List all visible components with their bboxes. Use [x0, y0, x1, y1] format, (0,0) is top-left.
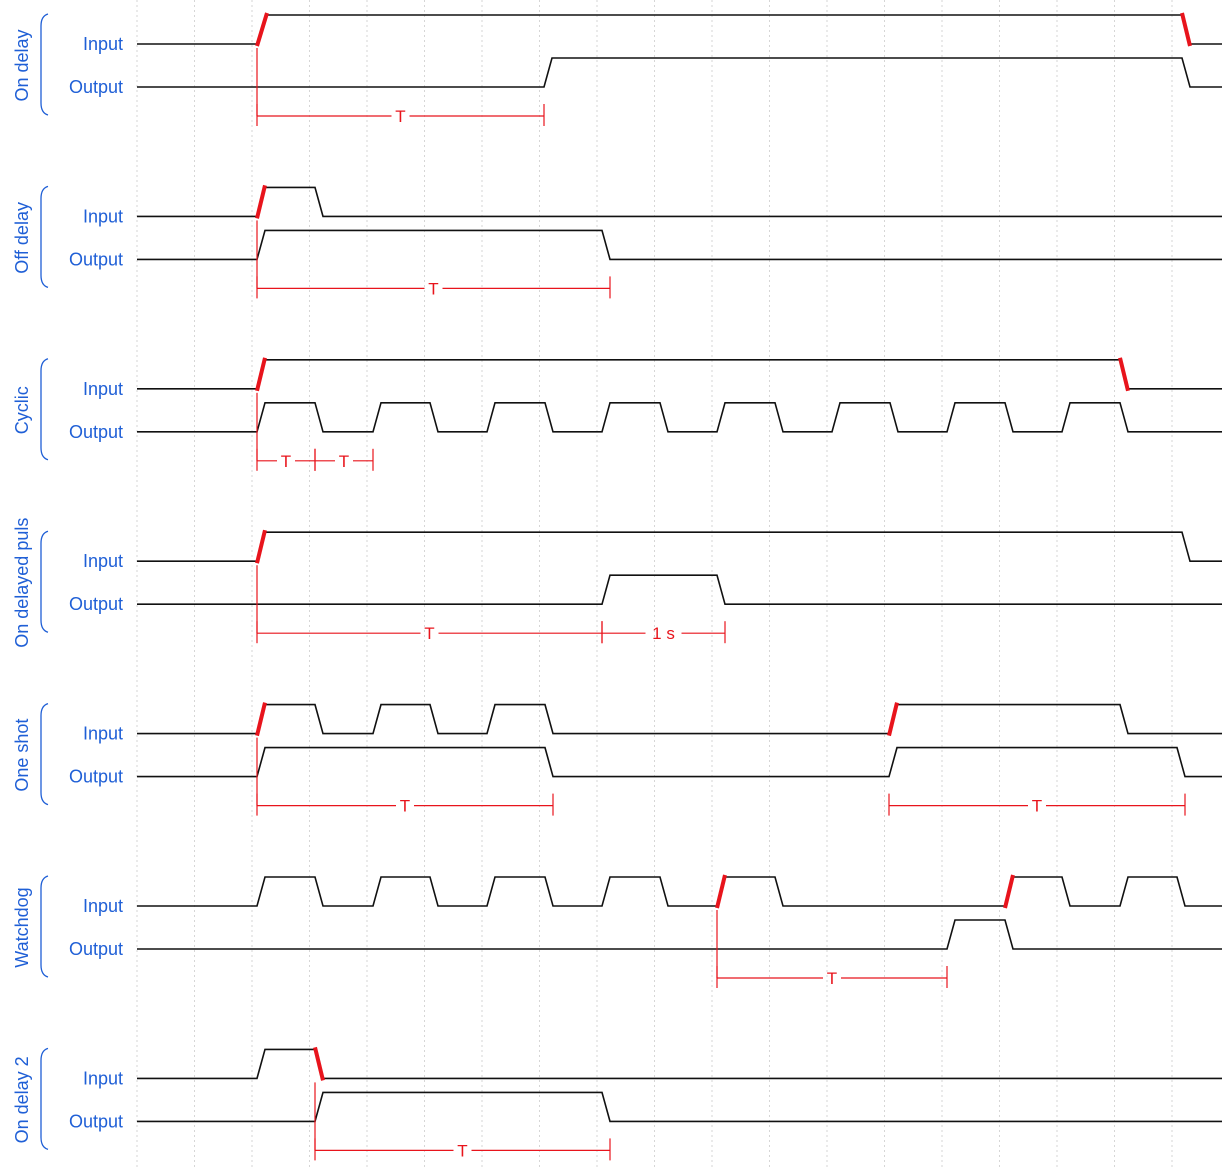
input-label: Input: [83, 724, 123, 744]
input-label: Input: [83, 379, 123, 399]
trigger-edge: [1118, 357, 1130, 392]
dimension-label: T: [424, 624, 434, 643]
mode-name: Watchdog: [12, 887, 32, 967]
trigger-edge: [255, 357, 267, 392]
output-label: Output: [69, 77, 123, 97]
bracket-icon: [40, 530, 49, 633]
dimension-label: T: [1032, 797, 1042, 816]
output-label: Output: [69, 594, 123, 614]
mode-panel: One shot Input Output T T: [12, 702, 1222, 816]
time-dimension: T: [256, 448, 316, 471]
mode-name: Off delay: [12, 202, 32, 274]
time-dimension: T: [256, 621, 603, 644]
mode-name: On delay 2: [12, 1056, 32, 1143]
output-waveform: [137, 574, 1222, 606]
bracket-icon: [40, 875, 49, 978]
time-dimension: T: [256, 104, 545, 126]
output-waveform: [137, 57, 1222, 88]
mode-name: One shot: [12, 719, 32, 792]
bracket-icon: [40, 358, 49, 461]
output-waveform: [137, 919, 1222, 950]
mode-panel: Cyclic Input Output T T: [12, 357, 1222, 471]
time-dimension: T: [314, 1138, 611, 1161]
dimension-label: T: [395, 107, 405, 126]
time-dimension: T: [256, 793, 554, 816]
input-label: Input: [83, 34, 123, 54]
input-waveform: [137, 876, 1222, 907]
bracket-icon: [40, 702, 49, 806]
input-waveform: [137, 1048, 1222, 1080]
time-dimension: T: [314, 448, 374, 471]
output-label: Output: [69, 249, 123, 269]
dimension-label: 1 s: [652, 624, 675, 643]
input-label: Input: [83, 551, 123, 571]
trigger-edge: [887, 702, 899, 737]
output-waveform: [137, 401, 1222, 433]
trigger-edge: [715, 874, 727, 909]
time-dimension: 1 s: [601, 621, 726, 644]
time-dimension: T: [888, 793, 1186, 816]
trigger-edge: [255, 184, 267, 219]
trigger-edge: [255, 12, 269, 47]
input-waveform: [137, 531, 1222, 563]
input-waveform: [137, 14, 1222, 45]
mode-panel: Watchdog Input Output T: [12, 874, 1222, 988]
output-label: Output: [69, 939, 123, 959]
mode-name: On delay: [12, 29, 32, 101]
time-grid: [136, 0, 1173, 1170]
dimension-label: T: [339, 452, 349, 471]
input-label: Input: [83, 896, 123, 916]
dimension-label: T: [827, 969, 837, 988]
output-label: Output: [69, 422, 123, 442]
trigger-edge: [1003, 874, 1015, 909]
trigger-edge: [1180, 12, 1192, 47]
bracket-icon: [40, 185, 49, 289]
input-waveform: [137, 358, 1222, 390]
input-waveform: [137, 703, 1222, 735]
dimension-label: T: [281, 452, 291, 471]
output-waveform: [137, 1091, 1222, 1123]
bracket-icon: [40, 13, 49, 116]
output-waveform: [137, 746, 1222, 778]
dimension-label: T: [400, 797, 410, 816]
bracket-icon: [40, 1047, 49, 1151]
trigger-edge: [255, 529, 267, 564]
input-waveform: [137, 186, 1222, 218]
time-dimension: T: [716, 966, 948, 988]
output-label: Output: [69, 1111, 123, 1131]
timer-mode-panels: On delay Input Output T Off delay Input Output…: [12, 12, 1222, 1161]
trigger-edge: [255, 702, 267, 737]
trigger-edge: [313, 1046, 325, 1081]
mode-panel: Off delay Input Output T: [12, 184, 1222, 299]
mode-panel: On delayed puls Input Output T 1 s: [12, 518, 1222, 648]
input-label: Input: [83, 206, 123, 226]
input-label: Input: [83, 1068, 123, 1088]
mode-panel: On delay Input Output T: [12, 12, 1222, 126]
dimension-label: T: [428, 279, 438, 298]
mode-name: On delayed puls: [12, 518, 32, 648]
output-waveform: [137, 229, 1222, 261]
output-label: Output: [69, 767, 123, 787]
mode-name: Cyclic: [12, 386, 32, 434]
mode-panel: On delay 2 Input Output T: [12, 1046, 1222, 1161]
dimension-label: T: [457, 1141, 467, 1160]
